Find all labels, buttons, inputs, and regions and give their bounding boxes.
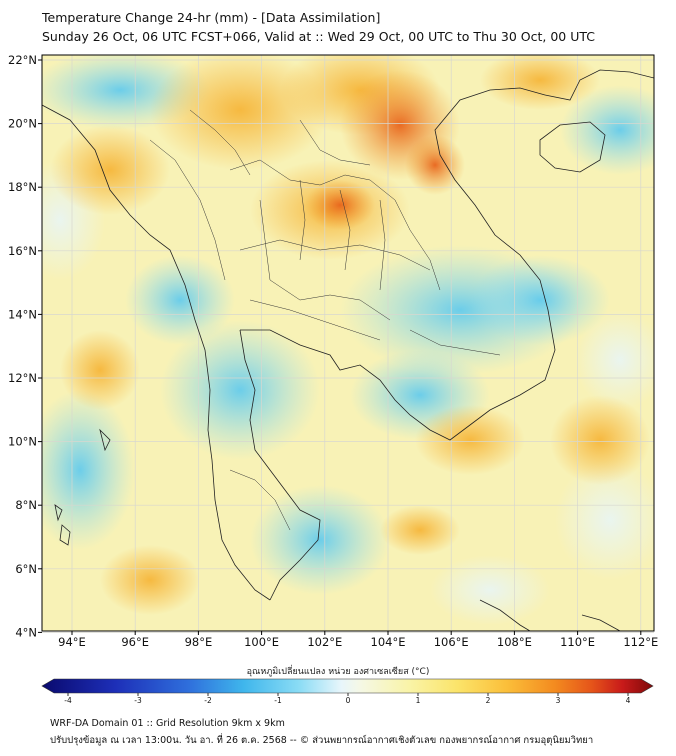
lon-tick-label: 100°E — [244, 635, 279, 649]
colorbar-tick-label: -3 — [134, 696, 142, 705]
lon-tick-label: 112°E — [623, 635, 658, 649]
map-title: Temperature Change 24-hr (mm) - [Data As… — [42, 10, 381, 25]
colorbar: -4 -3 -2 -1 0 1 2 3 4 — [41, 678, 654, 705]
lon-tick-label: 110°E — [560, 635, 595, 649]
colorbar-tick-label: -4 — [64, 696, 72, 705]
map-subtitle: Sunday 26 Oct, 06 UTC FCST+066, Valid at… — [42, 29, 595, 44]
province-borders — [149, 109, 501, 531]
lon-tick-label: 106°E — [434, 635, 469, 649]
lon-tick-label: 104°E — [371, 635, 406, 649]
colorbar-bar — [41, 678, 654, 694]
lon-tick-label: 98°E — [185, 635, 213, 649]
lat-tick-label: 8°N — [15, 498, 37, 512]
lon-tick-label: 102°E — [307, 635, 342, 649]
lat-tick-label: 22°N — [8, 53, 37, 67]
colorbar-tick-label: -1 — [274, 696, 282, 705]
colorbar-tick-label: 4 — [626, 696, 631, 705]
lat-tick-label: 20°N — [8, 117, 37, 131]
lat-tick-label: 6°N — [15, 562, 37, 576]
footer-credit: ปรับปรุงข้อมูล ณ เวลา 13:00น. วัน อา. ที… — [50, 735, 594, 746]
lon-tick-label: 96°E — [121, 635, 149, 649]
colorbar-tick-label: 2 — [486, 696, 491, 705]
lat-tick-label: 14°N — [8, 307, 37, 321]
lat-tick-label: 18°N — [8, 180, 37, 194]
map-frame — [41, 54, 655, 632]
lat-tick-label: 12°N — [8, 371, 37, 385]
lon-tick-label: 94°E — [58, 635, 86, 649]
colorbar-tick-label: 0 — [346, 696, 351, 705]
longitude-axis: 94°E 96°E 98°E 100°E 102°E 104°E 106°E 108°E 110… — [58, 631, 658, 649]
colorbar-tick-label: 3 — [556, 696, 561, 705]
latitude-axis: 22°N 20°N 18°N 16°N 14°N 12°N 10°N 8°N 6°N 4°N — [8, 53, 42, 639]
lat-tick-label: 4°N — [15, 625, 37, 639]
footer-model-info: WRF-DA Domain 01 :: Grid Resolution 9km … — [50, 718, 285, 729]
colorbar-label: อุณหภูมิเปลี่ยนแปลง หน่วย องศาเซลเซียส (… — [246, 667, 430, 677]
lon-tick-label: 108°E — [497, 635, 532, 649]
lat-tick-label: 16°N — [8, 244, 37, 258]
lat-tick-label: 10°N — [8, 435, 37, 449]
coastlines — [42, 69, 654, 631]
colorbar-tick-label: -2 — [204, 696, 212, 705]
colorbar-tick-label: 1 — [416, 696, 421, 705]
field-layer — [42, 55, 654, 631]
graticule — [42, 55, 654, 633]
